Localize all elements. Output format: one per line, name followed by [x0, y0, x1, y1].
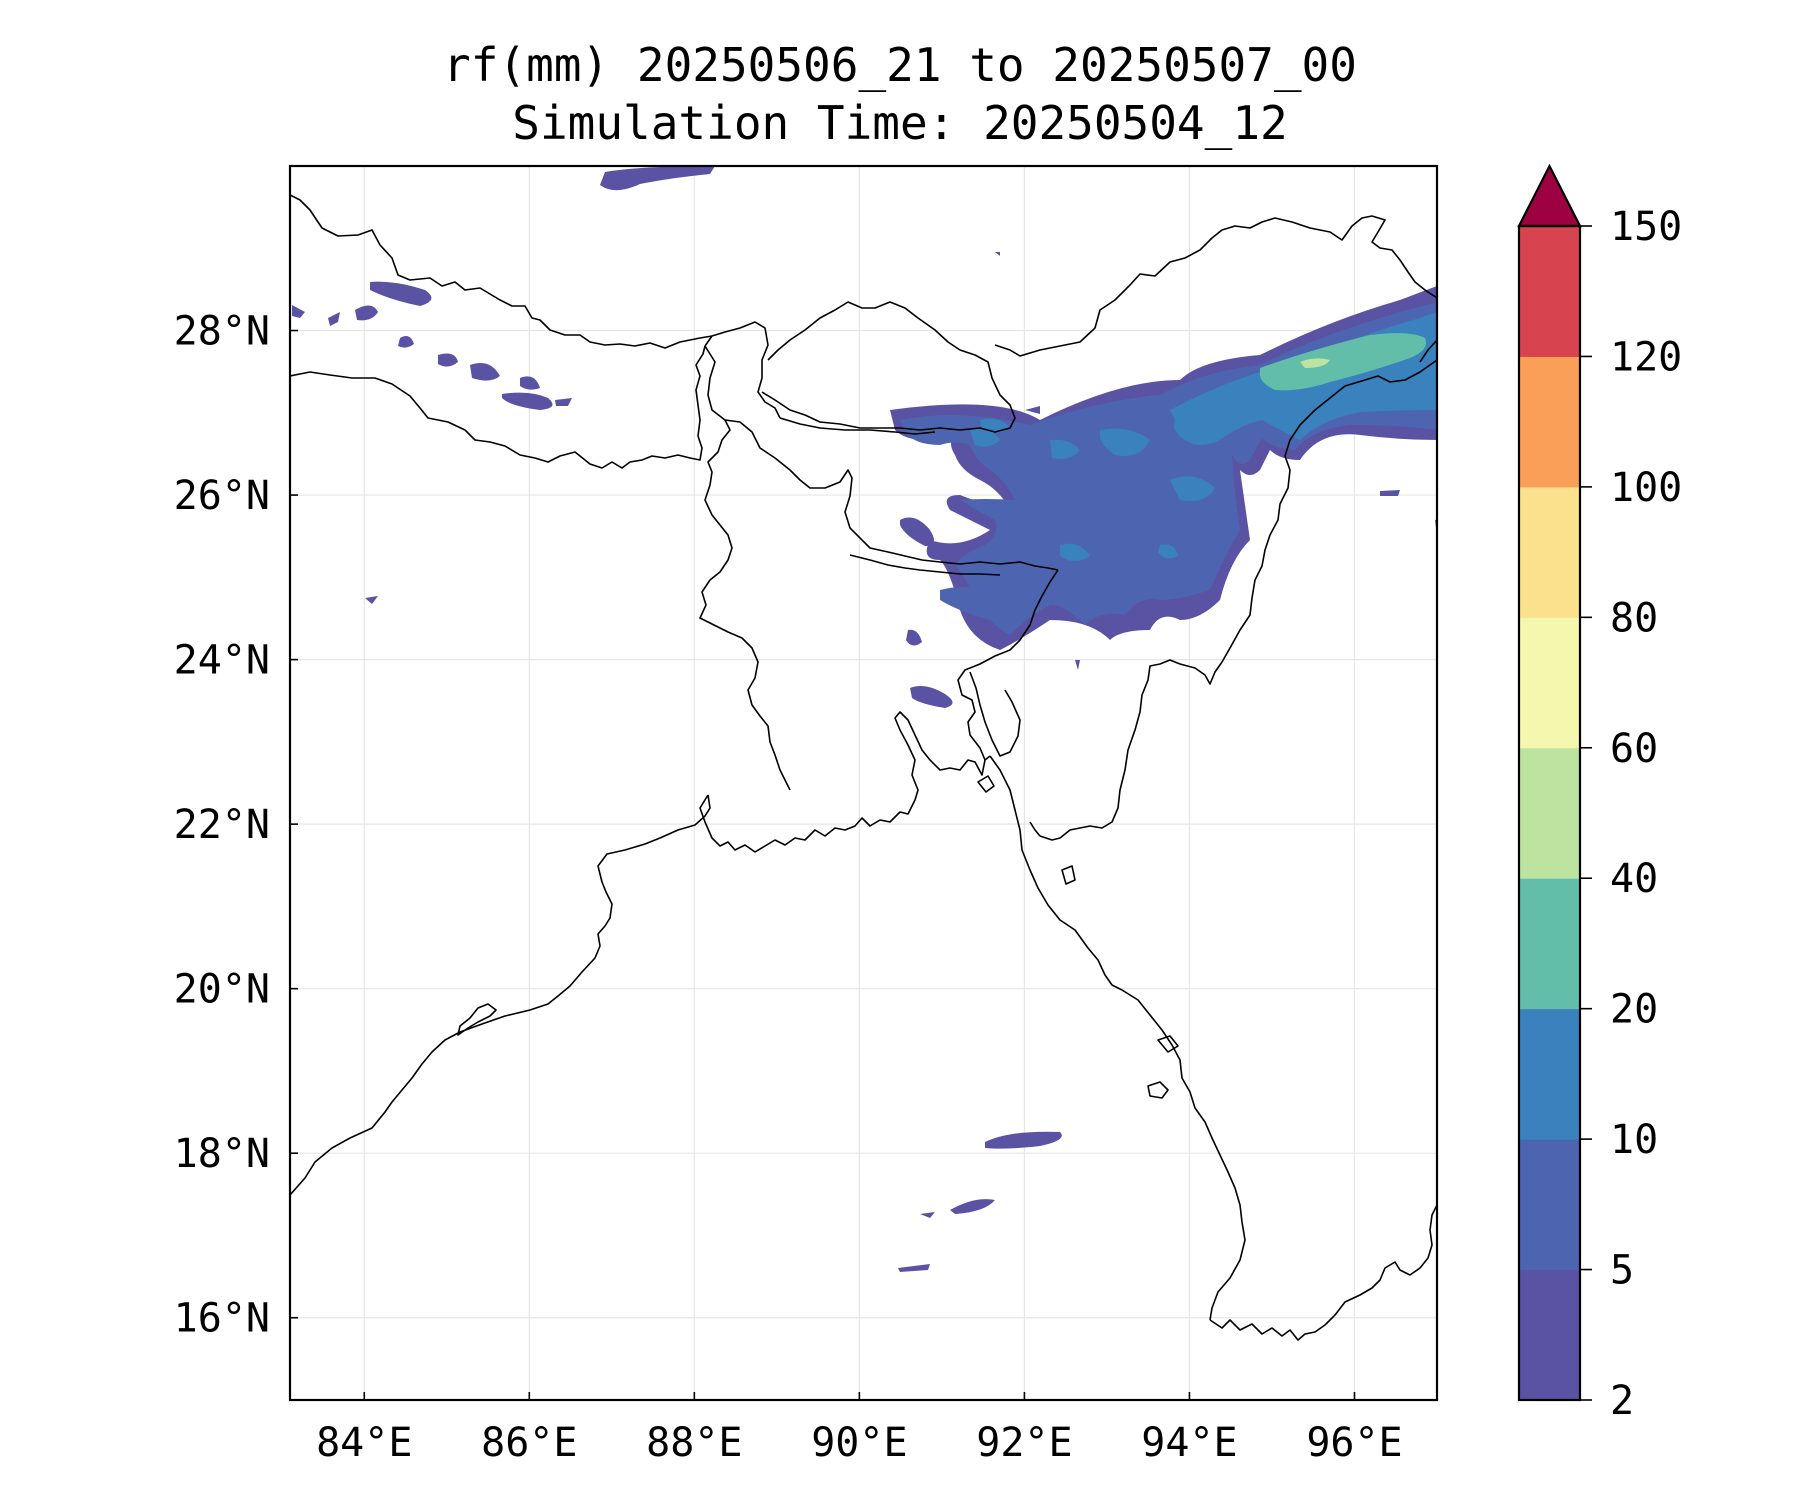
- border-myanmar-china: [1419, 339, 1437, 363]
- coastline-myanmar-south: [1209, 1204, 1437, 1341]
- lon-tick-label: 90°E: [811, 1420, 907, 1466]
- colorbar-tick-label: 2: [1610, 1378, 1634, 1424]
- border-bhutan-assam: [779, 417, 936, 435]
- lat-tick-label: 28°N: [174, 309, 270, 355]
- map-title: rf(mm) 20250506_21 to 20250507_00: [443, 38, 1357, 92]
- border-bangladesh-north: [724, 419, 1059, 571]
- lat-tick-label: 20°N: [174, 967, 270, 1013]
- colorbar-tick-label: 5: [1610, 1248, 1634, 1294]
- map-panel: 84°E 86°E 88°E 90°E 92°E 94°E 96°E 16°N 18°N 20°N…: [174, 164, 1439, 1466]
- lat-tick-label: 24°N: [174, 638, 270, 684]
- coastlines-and-borders: [290, 194, 1437, 1341]
- colorbar-segment: [1519, 747, 1580, 879]
- border-tripura: [969, 671, 1021, 757]
- colorbar-segment: [1519, 226, 1580, 357]
- lon-tick-label: 96°E: [1306, 1420, 1402, 1466]
- map-frame: [288, 164, 1439, 1402]
- border-sikkim: [704, 321, 781, 419]
- colorbar-extend-arrow: [1517, 163, 1582, 228]
- lon-tick-label: 88°E: [646, 1420, 742, 1466]
- colorbar-tick-label: 80: [1610, 595, 1658, 641]
- colorbar-segment: [1519, 1008, 1580, 1140]
- colorbar-tick-label: 150: [1610, 204, 1682, 250]
- lon-tick-label: 94°E: [1141, 1420, 1237, 1466]
- border-china-arunachal: [994, 215, 1437, 357]
- island: [977, 775, 995, 793]
- lon-tick-label: 92°E: [976, 1420, 1072, 1466]
- lat-tick-label: 16°N: [174, 1296, 270, 1342]
- colorbar-tick-label: 20: [1610, 987, 1658, 1033]
- border-nepal-china: [290, 194, 713, 349]
- colorbar-segment: [1519, 1139, 1580, 1271]
- border-bangladesh-west: [699, 345, 791, 791]
- colorbar-tick-label: 60: [1610, 726, 1658, 772]
- colorbar-tick-label: 100: [1610, 465, 1682, 511]
- colorbar: 2 5 10 20 40 60 80 100 120 150: [1517, 163, 1682, 1424]
- axis-ticks: 84°E 86°E 88°E 90°E 92°E 94°E 96°E 16°N 18°N 20°N…: [174, 309, 1403, 1466]
- coastline-chilika: [457, 1003, 497, 1036]
- coastline-myanmar-west: [989, 755, 1246, 1321]
- colorbar-segment: [1519, 356, 1580, 488]
- map-background: [290, 166, 1437, 1400]
- coastline-india-east: [290, 794, 711, 1196]
- colorbar-tick-label: 40: [1610, 856, 1658, 902]
- colorbar-frame: [1517, 224, 1582, 1402]
- island: [1157, 1035, 1179, 1053]
- colorbar-tick-label: 120: [1610, 334, 1682, 380]
- colorbar-segment: [1519, 486, 1580, 618]
- lon-tick-label: 86°E: [481, 1420, 577, 1466]
- border-nepal-india-south: [290, 345, 706, 469]
- rain-level-20-40: [1259, 333, 1426, 391]
- colorbar-segment: [1519, 1269, 1580, 1401]
- colorbar-segment: [1519, 617, 1580, 749]
- lon-tick-label: 84°E: [316, 1420, 412, 1466]
- rainfall-contours: [292, 166, 1437, 1272]
- rain-level-40-60: [1300, 358, 1330, 368]
- lat-tick-label: 26°N: [174, 473, 270, 519]
- border-bangladesh-east: [957, 569, 1059, 761]
- island: [1061, 865, 1076, 885]
- border-meghalaya-assam: [849, 554, 1001, 576]
- lat-tick-label: 22°N: [174, 802, 270, 848]
- island: [1147, 1081, 1169, 1099]
- border-myanmar-india: [1029, 359, 1437, 841]
- lat-tick-label: 18°N: [174, 1131, 270, 1177]
- map-subtitle: Simulation Time: 20250504_12: [512, 96, 1288, 150]
- colorbar-tick-label: 10: [1610, 1117, 1658, 1163]
- colorbar-segment: [1519, 878, 1580, 1010]
- coastline-bengal-delta: [699, 711, 991, 853]
- border-bhutan: [761, 301, 1016, 433]
- gridlines: [290, 166, 1437, 1400]
